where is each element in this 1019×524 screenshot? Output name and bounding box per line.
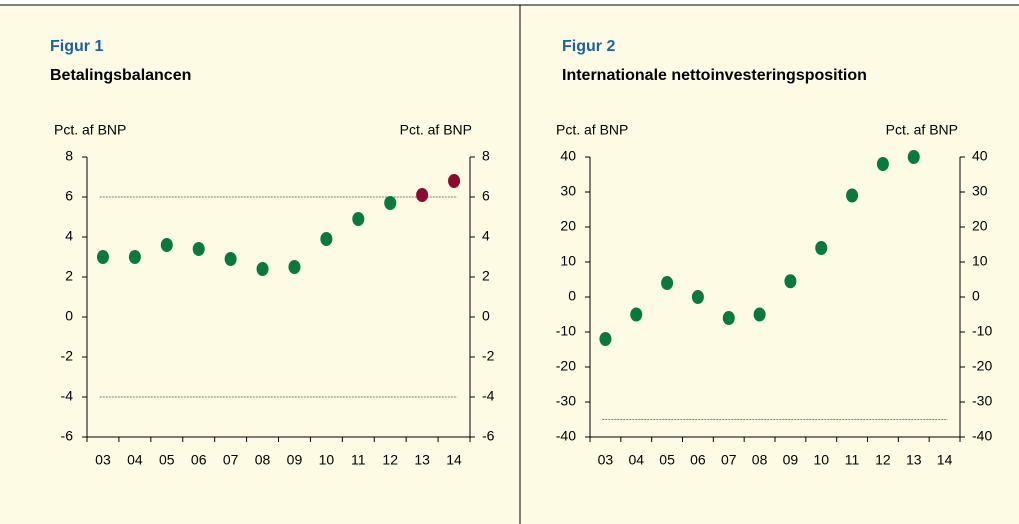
y2-tick-label: 40: [972, 148, 988, 164]
dot: [192, 242, 205, 256]
y-tick-label: -30: [556, 393, 576, 409]
dot: [599, 332, 612, 346]
y2-tick-label: -20: [972, 358, 992, 374]
x-tick-label: 09: [783, 452, 799, 468]
y2-tick-label: -30: [972, 393, 992, 409]
x-tick-label: 11: [845, 452, 860, 468]
x-tick-label: 05: [659, 452, 675, 468]
dot: [96, 250, 109, 264]
x-tick-label: 13: [906, 452, 922, 468]
y2-axis-label: Pct. af BNP: [400, 122, 472, 138]
dot: [448, 174, 461, 188]
y2-tick-label: -2: [482, 348, 495, 364]
dot: [256, 262, 269, 276]
y-tick-label: 2: [65, 268, 73, 284]
y2-tick-label: 20: [972, 218, 988, 234]
y2-tick-label: 8: [482, 148, 490, 164]
dot: [784, 274, 797, 289]
dot: [416, 188, 429, 202]
x-tick-label: 03: [598, 452, 614, 468]
x-tick-label: 11: [351, 452, 366, 468]
y-axis-label: Pct. af BNP: [54, 122, 126, 138]
dot: [352, 212, 365, 226]
y-tick-label: 0: [568, 288, 576, 304]
y-tick-label: 8: [65, 148, 73, 164]
x-tick-label: 04: [628, 452, 644, 468]
dot: [722, 311, 735, 325]
x-tick-label: 12: [875, 452, 891, 468]
dot: [661, 276, 674, 290]
dot: [630, 307, 643, 322]
x-tick-label: 14: [446, 452, 462, 468]
chart-title: Figur 1: [50, 38, 103, 55]
dot: [224, 252, 237, 266]
x-tick-label: 03: [95, 452, 111, 468]
x-tick-label: 08: [752, 452, 768, 468]
x-tick-label: 08: [255, 452, 271, 468]
y2-tick-label: 4: [482, 228, 490, 244]
y-tick-label: -4: [61, 388, 74, 404]
dot: [288, 260, 301, 274]
y-tick-label: -6: [61, 428, 74, 444]
x-tick-label: 09: [287, 452, 303, 468]
x-tick-label: 14: [937, 452, 953, 468]
x-tick-label: 05: [159, 452, 175, 468]
y2-tick-label: 0: [972, 288, 980, 304]
y2-axis-label: Pct. af BNP: [886, 122, 958, 138]
dot: [753, 307, 766, 322]
x-tick-label: 07: [721, 452, 737, 468]
y2-tick-label: 30: [972, 183, 988, 199]
x-tick-label: 10: [813, 452, 829, 468]
y-tick-label: 20: [560, 218, 576, 234]
dot: [691, 290, 704, 304]
dot: [907, 150, 920, 164]
y2-tick-label: -40: [972, 428, 992, 444]
y-tick-label: 6: [65, 188, 73, 204]
x-tick-label: 06: [191, 452, 207, 468]
y2-tick-label: 10: [972, 253, 988, 269]
chart-subtitle: Betalingsbalancen: [50, 67, 191, 84]
dot: [160, 238, 173, 252]
y-tick-label: -40: [556, 428, 576, 444]
x-tick-label: 04: [127, 452, 143, 468]
chart-title: Figur 2: [562, 38, 615, 55]
y2-tick-label: 6: [482, 188, 490, 204]
x-tick-label: 10: [319, 452, 335, 468]
x-tick-label: 06: [690, 452, 706, 468]
dot: [384, 196, 397, 210]
y2-tick-label: -6: [482, 428, 495, 444]
y-tick-label: 0: [65, 308, 73, 324]
x-tick-label: 13: [414, 452, 430, 468]
y-axis-label: Pct. af BNP: [556, 122, 628, 138]
y-tick-label: -20: [556, 358, 576, 374]
dot: [128, 250, 141, 264]
y-tick-label: 30: [560, 183, 576, 199]
dot: [320, 232, 333, 246]
x-tick-label: 07: [223, 452, 239, 468]
y-tick-label: 10: [560, 253, 576, 269]
y-tick-label: 40: [560, 148, 576, 164]
dot: [846, 188, 859, 203]
dot: [815, 241, 828, 255]
y2-tick-label: -4: [482, 388, 495, 404]
y-tick-label: -2: [61, 348, 74, 364]
y-tick-label: -10: [556, 323, 576, 339]
y-tick-label: 4: [65, 228, 73, 244]
chart-subtitle: Internationale nettoinvesteringsposition: [562, 67, 867, 84]
y2-tick-label: -10: [972, 323, 992, 339]
x-tick-label: 12: [382, 452, 398, 468]
dot: [876, 157, 889, 171]
y2-tick-label: 2: [482, 268, 490, 284]
y2-tick-label: 0: [482, 308, 490, 324]
